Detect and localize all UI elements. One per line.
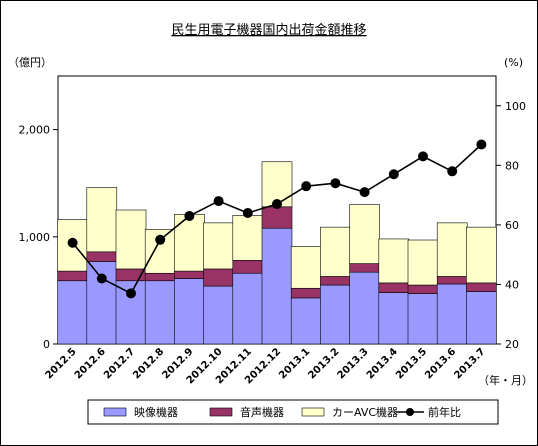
left-axis-unit: （億円） (8, 56, 52, 69)
legend-marker (406, 408, 414, 416)
x-tick-label: 2012.5 (44, 346, 79, 381)
bar-segment (144, 280, 176, 345)
bar-segment (290, 246, 322, 289)
y-right-tick-label: 60 (505, 219, 519, 232)
legend-box (87, 399, 499, 425)
x-tick-label: 2012.8 (131, 346, 166, 381)
bar-segment (378, 238, 410, 284)
bar-segment (232, 260, 264, 274)
line-point (272, 199, 282, 210)
x-tick-label: 2012.6 (73, 346, 108, 381)
legend-label: 前年比 (428, 405, 461, 419)
bar-segment (203, 285, 234, 345)
x-axis-unit: （年・月） (478, 373, 533, 387)
y-right-tick-label: 100 (505, 100, 526, 113)
y-right-tick-label: 20 (505, 338, 519, 351)
bar-segment (320, 226, 351, 277)
x-tick-label: 2013.5 (394, 346, 429, 381)
legend-swatch (209, 407, 233, 417)
line-point (388, 169, 399, 180)
bar-segment (290, 297, 322, 345)
bar-segment (378, 292, 410, 345)
legend-label: 映像機器 (134, 405, 178, 419)
bar-segment (144, 272, 176, 282)
bar-segment (115, 209, 147, 270)
x-tick-label: 2012.7 (102, 346, 137, 381)
bar-segment (261, 227, 293, 345)
y-left-tick-label: 2,000 (19, 124, 51, 137)
bar-segment (290, 287, 322, 299)
x-tick-label: 2013.2 (306, 346, 341, 381)
bar-segment (407, 284, 439, 294)
line-point (330, 178, 341, 189)
bar-segment (57, 280, 88, 345)
bar-segment (407, 293, 439, 345)
line-point (155, 234, 166, 245)
line-point (301, 181, 312, 192)
bar-segment (86, 187, 118, 253)
line-point (476, 139, 487, 150)
line-point (447, 166, 458, 177)
line-point (67, 237, 78, 248)
bar-segment (203, 222, 234, 270)
bar-segment (436, 283, 468, 345)
legend: 映像機器 音声機器 カーAVC機器 前年比 (87, 399, 499, 425)
legend-label: カーAVC機器 (332, 405, 398, 419)
bar-segment (57, 270, 88, 282)
bar-segment (466, 291, 497, 345)
bar-segment (203, 268, 234, 287)
plot-area: 0 1,000 2,000 20 40 60 80 100 2012.52012.62012.7… (19, 75, 526, 386)
bar-segment (174, 278, 205, 345)
x-tick-label: 2013.3 (336, 346, 371, 381)
bar-segment (349, 271, 380, 345)
line-point (184, 210, 195, 221)
y-right-tick-label: 40 (505, 278, 519, 291)
line-point (126, 288, 136, 299)
y-left-tick-label: 0 (43, 338, 50, 351)
x-tick-label: 2013.6 (423, 346, 458, 381)
line-point (213, 196, 224, 207)
bar-segment (349, 263, 380, 273)
bar-segment (349, 204, 380, 264)
legend-label: 音声機器 (240, 405, 284, 419)
bar-segment (320, 284, 351, 345)
bar-segment (436, 276, 468, 285)
bar-segment (174, 213, 205, 272)
line-point (242, 207, 253, 218)
bar-segment (232, 272, 264, 345)
line-point (359, 187, 370, 198)
line-point (96, 273, 107, 284)
legend-swatch (301, 407, 325, 417)
bar-segment (174, 270, 205, 279)
chart-title: 民生用電子機器国内出荷金額推移 (171, 22, 366, 38)
bar-segment (407, 239, 439, 286)
bar-segment (466, 226, 497, 284)
bar-segment (232, 215, 264, 261)
right-axis-unit: (%) (504, 56, 523, 69)
bar-segment (466, 282, 497, 292)
y-right-tick-label: 80 (505, 159, 519, 172)
line-point (418, 151, 428, 162)
y-left-tick-label: 1,000 (19, 231, 51, 244)
bar-segment (261, 206, 293, 229)
bar-segment (320, 276, 351, 286)
x-tick-label: 2013.1 (277, 346, 312, 381)
bar-segment (378, 282, 410, 293)
x-tick-label: 2013.4 (365, 346, 400, 381)
bar-segment (86, 251, 118, 262)
legend-swatch (103, 407, 127, 417)
bar-segment (436, 222, 468, 277)
